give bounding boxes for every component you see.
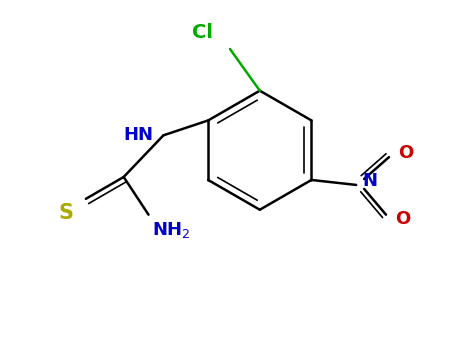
Text: NH$_2$: NH$_2$	[152, 220, 191, 240]
Text: O: O	[395, 210, 410, 228]
Text: HN: HN	[123, 126, 153, 144]
Text: S: S	[59, 203, 74, 223]
Text: Cl: Cl	[192, 23, 213, 42]
Text: O: O	[398, 144, 413, 162]
Text: N: N	[362, 172, 377, 190]
